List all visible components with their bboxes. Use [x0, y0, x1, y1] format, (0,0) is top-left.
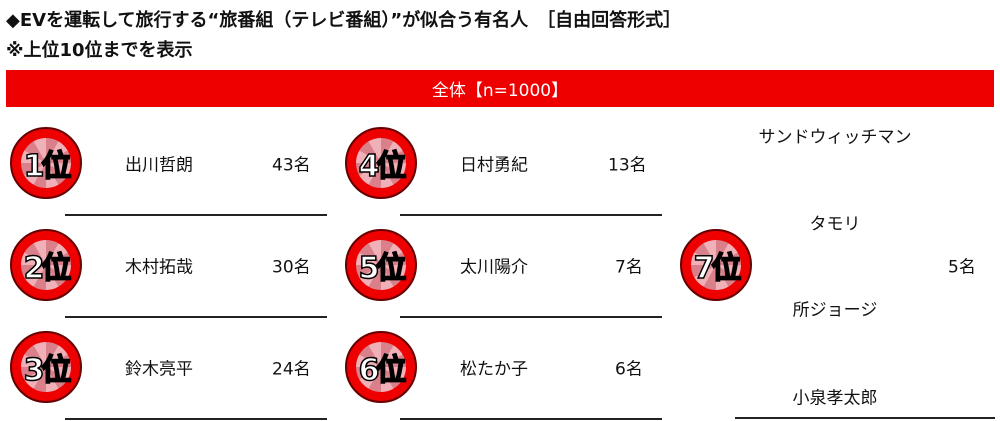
rank-badge-icon: 7位	[680, 229, 752, 301]
header-bar: 全体【n=1000】	[6, 70, 994, 107]
page-title: ◆EVを運転して旅行する“旅番組（テレビ番組）”が似合う有名人 ［自由回答形式］	[6, 10, 682, 31]
vote-count: 13名	[608, 155, 647, 176]
rank-badge-icon: 6位	[345, 331, 417, 403]
celebrity-name: 太川陽介	[460, 257, 528, 278]
wheel-icon	[21, 240, 71, 290]
wheel-icon	[356, 138, 406, 188]
rank-label: 1位	[23, 148, 72, 185]
vote-count: 43名	[272, 155, 311, 176]
rank-label: 6位	[358, 352, 407, 389]
wheel-icon	[691, 240, 741, 290]
rank-label: 4位	[358, 148, 407, 185]
celebrity-name: 出川哲朗	[125, 155, 193, 176]
celebrity-name: 所ジョージ	[792, 300, 878, 321]
celebrity-name: 鈴木亮平	[125, 359, 193, 380]
vote-count: 30名	[272, 257, 311, 278]
rank-badge-icon: 1位	[10, 127, 82, 199]
celebrity-name: タモリ	[809, 214, 861, 235]
celebrity-name: 木村拓哉	[125, 257, 193, 278]
vote-count: 6名	[615, 359, 643, 380]
rank-badge-icon: 5位	[345, 229, 417, 301]
rank-badge-icon: 3位	[10, 331, 82, 403]
divider	[65, 316, 327, 318]
rank-badge-icon: 2位	[10, 229, 82, 301]
vote-count: 7名	[615, 257, 643, 278]
rank-badge-icon: 4位	[345, 127, 417, 199]
divider	[65, 418, 327, 420]
divider	[400, 418, 662, 420]
rank-label: 2位	[23, 250, 72, 287]
celebrity-name: 小泉孝太郎	[792, 388, 878, 409]
wheel-icon	[21, 138, 71, 188]
page-subtitle: ※上位10位までを表示	[6, 40, 193, 61]
rank-label: 5位	[358, 250, 407, 287]
vote-count: 24名	[272, 359, 311, 380]
wheel-icon	[21, 342, 71, 392]
rank-label: 3位	[23, 352, 72, 389]
celebrity-name: 松たか子	[460, 359, 528, 380]
divider	[400, 214, 662, 216]
divider	[400, 316, 662, 318]
wheel-icon	[356, 240, 406, 290]
celebrity-name: サンドウィッチマン	[758, 127, 912, 148]
wheel-icon	[356, 342, 406, 392]
rank-label: 7位	[693, 250, 742, 287]
divider	[735, 417, 995, 419]
vote-count: 5名	[948, 257, 976, 278]
celebrity-name: 日村勇紀	[460, 155, 528, 176]
divider	[65, 214, 327, 216]
